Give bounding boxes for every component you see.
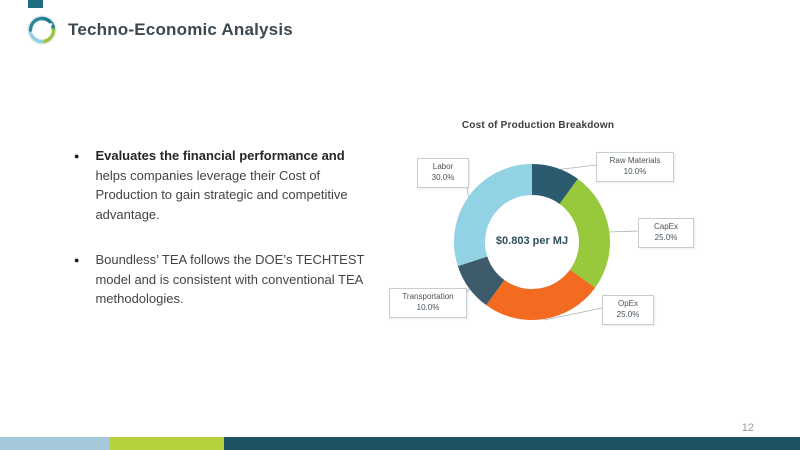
bullet-text-1: Evaluates the financial performance and … (95, 146, 367, 224)
leader-lines (460, 164, 639, 321)
callout-pct: 30.0% (431, 172, 455, 182)
bullet-rest-text: helps companies leverage their Cost of P… (95, 167, 348, 222)
callout-pct: 10.0% (416, 302, 440, 312)
callout-pct: 10.0% (623, 166, 647, 176)
callout-pct: 25.0% (616, 309, 640, 319)
bullet-dot: ● (74, 151, 80, 161)
bullet-text-2: Boundless’ TEA follows the DOE’s TECHTES… (95, 250, 367, 309)
slide-header: Techno-Economic Analysis (26, 14, 293, 46)
donut-segment-transportation (457, 256, 505, 306)
chart-callout-capex: CapEx 25.0% (638, 218, 694, 248)
chart-title: Cost of Production Breakdown (461, 120, 615, 131)
callout-pct: 25.0% (654, 232, 678, 242)
chart-callout-labor: Labor 30.0% (417, 158, 469, 188)
chart-panel: Cost of Production Breakdown $0.803 per … (383, 118, 694, 363)
page-number: 12 (741, 422, 754, 434)
callout-name: Transportation (402, 292, 454, 301)
chart-callout-opex: OpEx 25.0% (602, 295, 654, 325)
bullet-item-2: ● Boundless’ TEA follows the DOE’s TECHT… (74, 250, 374, 309)
chart-callout-transportation: Transportation 10.0% (389, 288, 467, 318)
donut-segment-capex (559, 178, 610, 288)
donut-segment-opex (486, 269, 596, 320)
bullet-item-1: ● Evaluates the financial performance an… (74, 146, 374, 224)
footer-segment-teal (224, 437, 800, 450)
bullet-dot: ● (74, 255, 80, 265)
slide-title: Techno-Economic Analysis (68, 20, 293, 39)
donut-chart (454, 164, 639, 321)
chart-callout-raw-materials: Raw Materials 10.0% (596, 152, 674, 182)
top-accent-bar (28, 0, 43, 8)
donut-segment-labor (454, 164, 532, 267)
bullet-list: ● Evaluates the financial performance an… (74, 146, 374, 335)
bullet-bold-text: Evaluates the financial performance and (95, 148, 345, 163)
logo-icon (26, 14, 58, 46)
callout-name: Labor (432, 162, 454, 171)
donut-center-label: $0.803 per MJ (495, 235, 569, 247)
donut-segment-raw-materials (532, 164, 578, 204)
bullet-rest-text: Boundless’ TEA follows the DOE’s TECHTES… (95, 252, 365, 306)
callout-name: Raw Materials (609, 156, 661, 165)
donut-segments (454, 164, 610, 320)
callout-name: OpEx (617, 299, 638, 308)
footer-segment-green (110, 437, 224, 450)
footer-segment-lightblue (0, 437, 110, 450)
footer-bar (0, 437, 800, 450)
callout-name: CapEx (653, 222, 678, 231)
